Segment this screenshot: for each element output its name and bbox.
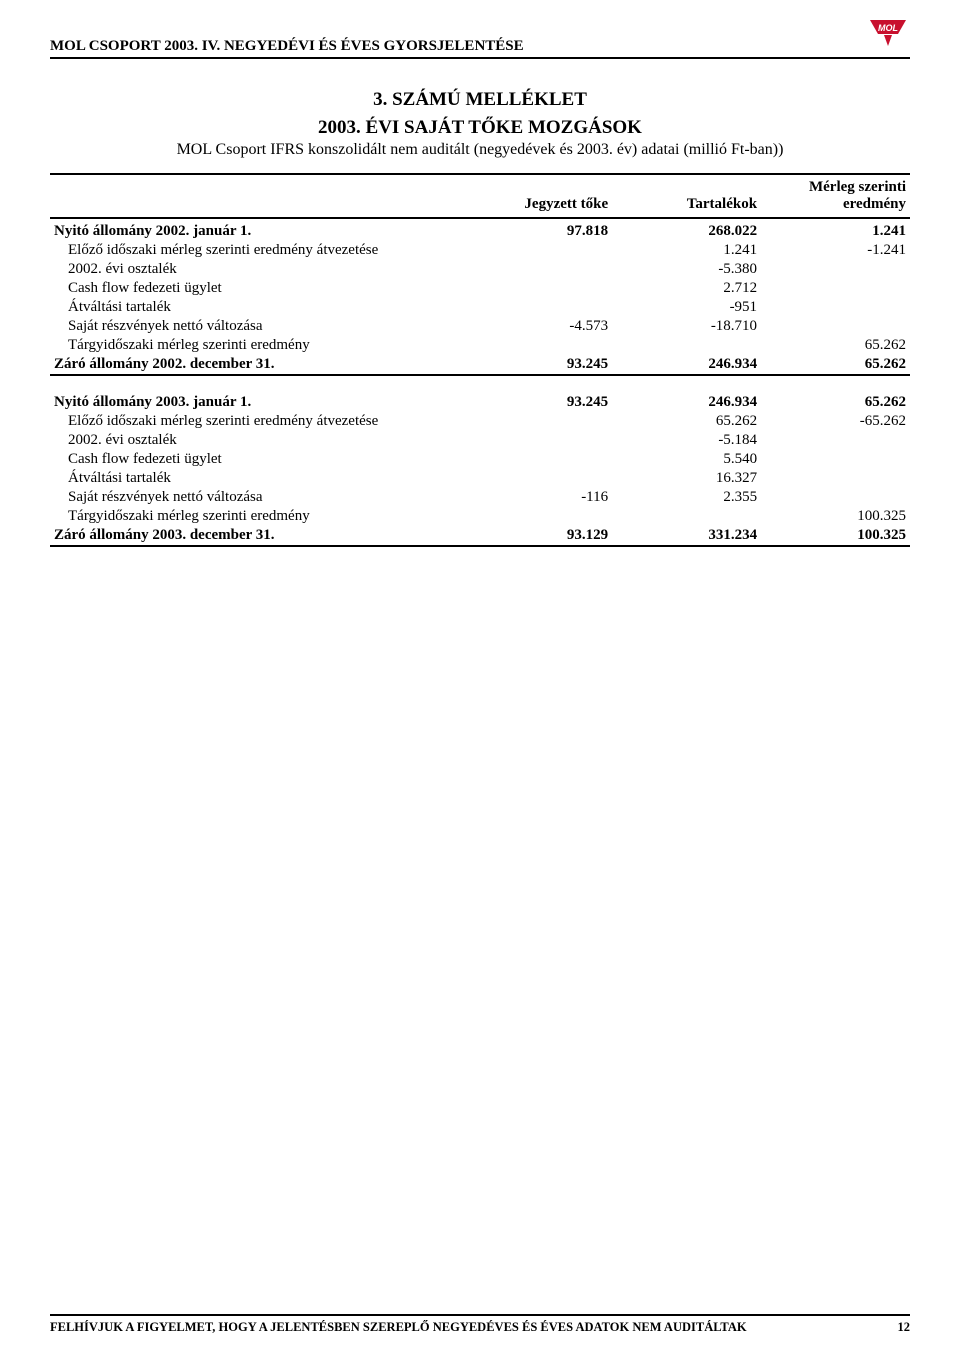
row-label: Záró állomány 2002. december 31. — [50, 355, 463, 375]
row-value: 1.241 — [761, 222, 910, 241]
col-header-1: Jegyzett tőke — [463, 174, 612, 218]
row-value: 97.818 — [463, 222, 612, 241]
logo-text: MOL — [878, 23, 898, 33]
row-value: 65.262 — [612, 412, 761, 431]
row-value: 100.325 — [761, 526, 910, 546]
row-value — [463, 450, 612, 469]
row-value — [463, 298, 612, 317]
row-value: -116 — [463, 488, 612, 507]
mol-logo-icon: MOL — [866, 20, 910, 55]
row-value: 5.540 — [612, 450, 761, 469]
row-value: 268.022 — [612, 222, 761, 241]
row-label: Tárgyidőszaki mérleg szerinti eredmény — [50, 336, 463, 355]
table-row: Záró állomány 2002. december 31.93.24524… — [50, 355, 910, 375]
row-label: Előző időszaki mérleg szerinti eredmény … — [50, 412, 463, 431]
table-row: Nyitó állomány 2003. január 1.93.245246.… — [50, 393, 910, 412]
row-value: 100.325 — [761, 507, 910, 526]
section-gap — [50, 375, 910, 389]
subtitle: MOL Csoport IFRS konszolidált nem auditá… — [50, 141, 910, 159]
row-value: -5.184 — [612, 431, 761, 450]
row-value: 2.355 — [612, 488, 761, 507]
table-header-row: Jegyzett tőke Tartalékok Mérleg szerinti… — [50, 174, 910, 218]
table-row: Cash flow fedezeti ügylet 5.540 — [50, 450, 910, 469]
row-value: 246.934 — [612, 393, 761, 412]
row-label: Cash flow fedezeti ügylet — [50, 279, 463, 298]
col-header-empty — [50, 174, 463, 218]
table-row: Cash flow fedezeti ügylet 2.712 — [50, 279, 910, 298]
row-label: Záró állomány 2003. december 31. — [50, 526, 463, 546]
row-label: Cash flow fedezeti ügylet — [50, 450, 463, 469]
row-label: Előző időszaki mérleg szerinti eredmény … — [50, 241, 463, 260]
row-value — [761, 298, 910, 317]
row-value — [761, 317, 910, 336]
table-row: 2002. évi osztalék -5.380 — [50, 260, 910, 279]
table-row: Nyitó állomány 2002. január 1.97.818268.… — [50, 222, 910, 241]
table-row: Tárgyidőszaki mérleg szerinti eredmény 65… — [50, 336, 910, 355]
row-value: 331.234 — [612, 526, 761, 546]
table-row: Saját részvények nettó változása-4.573-1… — [50, 317, 910, 336]
row-value: 93.129 — [463, 526, 612, 546]
row-value — [761, 488, 910, 507]
row-value: 1.241 — [612, 241, 761, 260]
row-value — [463, 507, 612, 526]
table-row: 2002. évi osztalék -5.184 — [50, 431, 910, 450]
table-row: Előző időszaki mérleg szerinti eredmény … — [50, 241, 910, 260]
footer-text: FELHÍVJUK A FIGYELMET, HOGY A JELENTÉSBE… — [50, 1320, 747, 1335]
page-footer: FELHÍVJUK A FIGYELMET, HOGY A JELENTÉSBE… — [50, 1314, 910, 1335]
row-value — [761, 260, 910, 279]
row-value: -18.710 — [612, 317, 761, 336]
row-value: 93.245 — [463, 355, 612, 375]
page-header: MOL CSOPORT 2003. IV. NEGYEDÉVI ÉS ÉVES … — [50, 20, 910, 59]
table-row: Átváltási tartalék -951 — [50, 298, 910, 317]
row-value — [463, 412, 612, 431]
row-value: -951 — [612, 298, 761, 317]
row-label: Saját részvények nettó változása — [50, 488, 463, 507]
header-title: MOL CSOPORT 2003. IV. NEGYEDÉVI ÉS ÉVES … — [50, 38, 524, 55]
row-value — [463, 260, 612, 279]
page-container: MOL CSOPORT 2003. IV. NEGYEDÉVI ÉS ÉVES … — [0, 0, 960, 547]
row-label: Átváltási tartalék — [50, 298, 463, 317]
row-label: Átváltási tartalék — [50, 469, 463, 488]
row-label: 2002. évi osztalék — [50, 431, 463, 450]
row-label: Nyitó állomány 2003. január 1. — [50, 393, 463, 412]
row-value: 65.262 — [761, 355, 910, 375]
year-title: 2003. ÉVI SAJÁT TŐKE MOZGÁSOK — [50, 117, 910, 139]
row-value: 246.934 — [612, 355, 761, 375]
row-value — [463, 336, 612, 355]
row-value: -4.573 — [463, 317, 612, 336]
row-value — [463, 279, 612, 298]
row-label: 2002. évi osztalék — [50, 260, 463, 279]
row-value: 93.245 — [463, 393, 612, 412]
row-value: -1.241 — [761, 241, 910, 260]
table-row: Átváltási tartalék 16.327 — [50, 469, 910, 488]
row-value: 65.262 — [761, 393, 910, 412]
row-value — [761, 469, 910, 488]
row-value — [612, 507, 761, 526]
row-value — [612, 336, 761, 355]
row-value: 16.327 — [612, 469, 761, 488]
row-value — [761, 450, 910, 469]
row-label: Nyitó állomány 2002. január 1. — [50, 222, 463, 241]
table-row: Előző időszaki mérleg szerinti eredmény … — [50, 412, 910, 431]
equity-movements-table: Jegyzett tőke Tartalékok Mérleg szerinti… — [50, 173, 910, 547]
row-value: -65.262 — [761, 412, 910, 431]
attachment-title: 3. SZÁMÚ MELLÉKLET — [50, 89, 910, 111]
col-header-2: Tartalékok — [612, 174, 761, 218]
table-row: Tárgyidőszaki mérleg szerinti eredmény 10… — [50, 507, 910, 526]
row-value: 65.262 — [761, 336, 910, 355]
row-value — [463, 469, 612, 488]
table-row: Záró állomány 2003. december 31.93.12933… — [50, 526, 910, 546]
row-label: Tárgyidőszaki mérleg szerinti eredmény — [50, 507, 463, 526]
table-row: Saját részvények nettó változása-1162.35… — [50, 488, 910, 507]
row-value: 2.712 — [612, 279, 761, 298]
row-label: Saját részvények nettó változása — [50, 317, 463, 336]
row-value — [463, 431, 612, 450]
row-value — [761, 431, 910, 450]
col-header-3: Mérleg szerinti eredmény — [761, 174, 910, 218]
footer-page-number: 12 — [898, 1320, 911, 1335]
row-value — [463, 241, 612, 260]
row-value — [761, 279, 910, 298]
row-value: -5.380 — [612, 260, 761, 279]
